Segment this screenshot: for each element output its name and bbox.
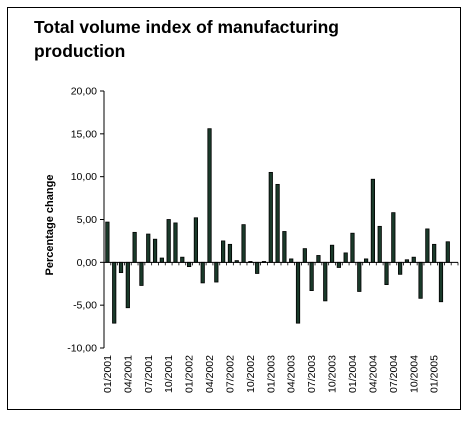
y-axis-label: Percentage change (44, 175, 56, 276)
bars (106, 129, 450, 323)
y-tick-label: 10,00 (71, 171, 97, 183)
x-tick-label: 07/2002 (224, 355, 236, 393)
x-tick-label: 10/2001 (163, 355, 175, 393)
bar (351, 233, 354, 262)
x-tick-label: 07/2004 (388, 355, 400, 393)
bar (208, 129, 211, 263)
bar (153, 239, 156, 262)
bar (255, 262, 258, 273)
x-tick-label: 04/2001 (122, 355, 134, 393)
x-tick-label: 07/2001 (143, 355, 155, 393)
bar (201, 262, 204, 283)
x-tick-label: 07/2003 (306, 355, 318, 393)
bar (187, 262, 190, 266)
bar (337, 262, 340, 267)
y-axis: 20,00 15,00 10,00 5,00 0,00 -5,00 -10,00 (67, 86, 104, 355)
bar (167, 220, 170, 263)
bar (317, 255, 320, 262)
y-tick-label: 20,00 (71, 86, 97, 98)
x-tick-label: 04/2002 (204, 355, 216, 393)
bar (412, 257, 415, 262)
bar (221, 241, 224, 262)
bar (228, 244, 231, 262)
x-tick-label: 01/2002 (184, 355, 196, 393)
y-tick-label: 15,00 (71, 128, 97, 140)
bar (364, 259, 367, 262)
bar (133, 232, 136, 262)
bar (344, 253, 347, 262)
y-tick-label: -5,00 (73, 300, 97, 312)
y-tick-label: 5,00 (77, 214, 98, 226)
bar (392, 213, 395, 263)
bar (215, 262, 218, 282)
bar (330, 245, 333, 262)
bar (276, 184, 279, 262)
x-tick-label: 01/2004 (347, 355, 359, 393)
bar (106, 222, 109, 262)
bar (119, 262, 122, 272)
bar (269, 172, 272, 262)
bar (242, 225, 245, 263)
bar (181, 257, 184, 262)
bar (358, 262, 361, 291)
x-tick-label: 01/2003 (265, 355, 277, 393)
bar (446, 242, 449, 263)
bar (140, 262, 143, 285)
bar (324, 262, 327, 301)
bar (160, 258, 163, 262)
bar (385, 262, 388, 284)
y-tick-label: -10,00 (67, 343, 97, 355)
bar (303, 249, 306, 263)
bar (398, 262, 401, 274)
bar (426, 229, 429, 262)
bar (296, 262, 299, 323)
bar (439, 262, 442, 301)
bar (419, 262, 422, 298)
bar (194, 218, 197, 263)
bar (310, 262, 313, 290)
x-tick-label: 10/2004 (408, 355, 420, 393)
bar (432, 244, 435, 262)
x-axis: 01/2001 04/2001 07/2001 10/2001 01/2002 04/20… (102, 262, 458, 393)
bar (147, 234, 150, 262)
bar (126, 262, 129, 307)
x-tick-label: 04/2004 (367, 355, 379, 393)
bar (283, 231, 286, 262)
x-tick-label: 04/2003 (286, 355, 298, 393)
bar (290, 259, 293, 262)
bar (174, 223, 177, 262)
x-tick-label: 10/2002 (245, 355, 257, 393)
bar (378, 226, 381, 262)
bar (113, 262, 116, 323)
y-tick-label: 0,00 (77, 257, 98, 269)
x-tick-label: 10/2003 (327, 355, 339, 393)
x-tick-label: 01/2005 (429, 355, 441, 393)
bar (371, 179, 374, 262)
x-tick-label: 01/2001 (102, 355, 114, 393)
